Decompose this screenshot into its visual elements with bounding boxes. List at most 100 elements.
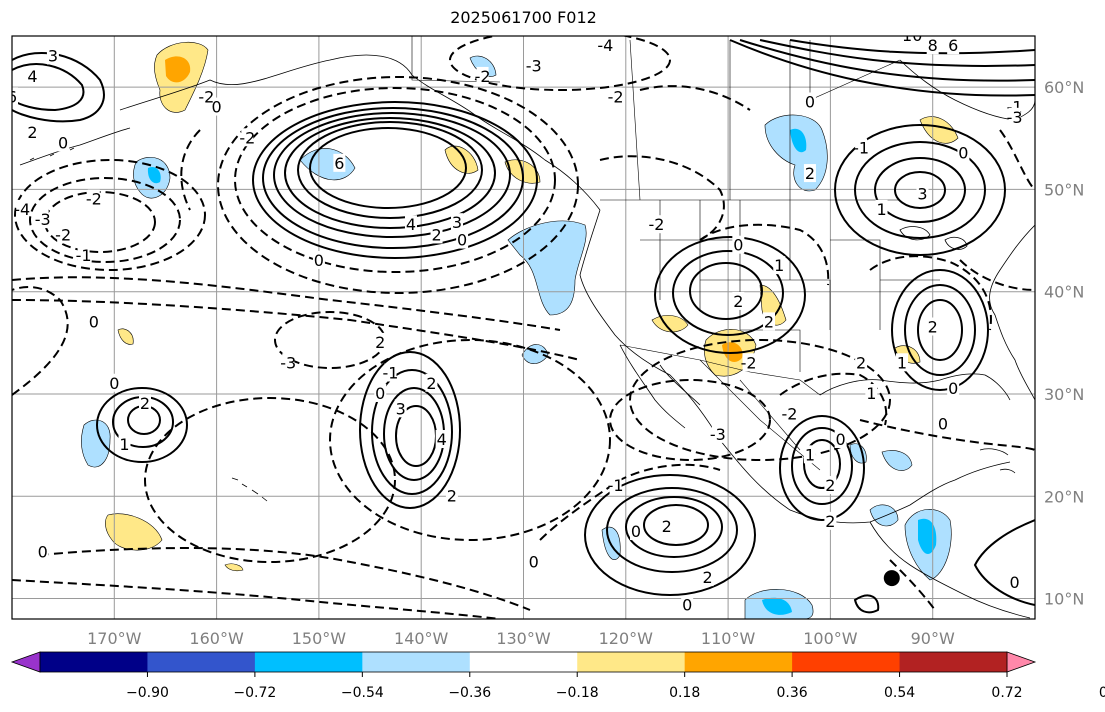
lon-tick-label: 90°W — [911, 629, 955, 648]
contour-label-bg — [630, 522, 643, 541]
contour — [329, 339, 611, 541]
contour-label: 1 — [805, 445, 815, 464]
contour — [12, 579, 501, 619]
contour-label-bg — [711, 424, 724, 443]
colorbar-segment — [147, 652, 256, 672]
map-gridlines — [12, 36, 1035, 619]
contour — [643, 504, 709, 546]
contour-label-bg — [374, 383, 387, 402]
contour-label-bg — [1008, 107, 1021, 126]
contour-label-bg — [732, 235, 745, 254]
contour — [29, 177, 181, 263]
contour — [859, 419, 1035, 451]
colorbar-tick-label: −0.18 — [556, 685, 599, 701]
contour-label-bg — [681, 595, 694, 614]
contour — [739, 39, 1035, 82]
contour — [729, 39, 1035, 97]
contour-label: 2 — [447, 486, 457, 505]
contour-label: 1 — [774, 256, 784, 275]
lon-tick-label: 150°W — [292, 629, 347, 648]
coast-east — [989, 224, 1035, 401]
contour-label: 6 — [948, 36, 958, 55]
contour — [297, 121, 483, 219]
contour-label: 0 — [457, 231, 467, 250]
colorbar-tick-label: 0.36 — [777, 685, 808, 701]
colorbar-segment — [469, 652, 578, 672]
contour — [625, 496, 723, 558]
contour-label-bg — [906, 36, 919, 44]
contour-label: 1 — [876, 200, 886, 219]
contour-label: 2 — [703, 568, 713, 587]
contour-label: -2 — [239, 128, 255, 147]
contour — [609, 379, 771, 461]
lat-tick-label: 30°N — [1044, 385, 1084, 404]
colorbar-tick-label: 0.72 — [991, 685, 1022, 701]
political-borders — [411, 36, 940, 471]
colorbar-segment — [792, 652, 901, 672]
coast-baja — [619, 344, 701, 429]
contour — [834, 124, 1006, 256]
patch-blue-dark — [147, 166, 161, 184]
contour-label-bg — [87, 189, 100, 208]
lon-tick-label: 140°W — [394, 629, 449, 648]
patch-yellow — [919, 116, 959, 144]
contour-label: 2 — [426, 374, 436, 393]
colorbar-segment — [40, 652, 148, 672]
contour-label: 6 — [334, 154, 344, 173]
coast-hudson — [899, 59, 1035, 121]
patch-yellow — [444, 145, 479, 174]
contour-label: -2 — [649, 215, 665, 234]
lon-tick-label: 170°W — [87, 629, 142, 648]
contour — [273, 112, 511, 238]
contour — [606, 487, 738, 573]
contour-label: -2 — [55, 225, 71, 244]
colorbar-segment — [577, 652, 686, 672]
coast-west-us — [579, 209, 1011, 524]
contour-label: -4 — [14, 200, 30, 219]
contour-label: 3 — [917, 185, 927, 204]
contour — [39, 547, 531, 611]
contour-label: 0 — [938, 415, 948, 434]
colorbar-tick-label: 0.54 — [884, 685, 915, 701]
contour-label-bg — [394, 399, 407, 418]
colorbar-tick-label: −0.72 — [233, 685, 276, 701]
contour-label: -2 — [741, 353, 757, 372]
contour — [779, 415, 865, 521]
contour — [180, 129, 201, 211]
contour-label: 0 — [58, 133, 68, 152]
colorbar-outline — [39, 651, 1008, 673]
contour-label: -1 — [853, 139, 869, 158]
contour-label-bg — [476, 66, 489, 85]
contour-label-bg — [46, 46, 59, 65]
contour-label: 0 — [733, 236, 743, 255]
contour-label-bg — [1008, 573, 1021, 592]
contour — [629, 339, 891, 461]
contour-label-bg — [384, 363, 397, 382]
colorbar-segment — [899, 652, 1008, 672]
contour-label-bg — [210, 97, 223, 116]
contours-dashed — [12, 36, 1035, 619]
contour-label-bg — [609, 476, 622, 495]
contour-label: 0 — [948, 379, 958, 398]
contour — [672, 250, 784, 336]
colorbar-extend-max — [1006, 651, 1037, 673]
longitude-ticks: 170°W 160°W 150°W 140°W 130°W 120°W 110°W 100°W… — [87, 629, 955, 648]
contour-label: 4 — [406, 215, 416, 234]
contour — [234, 87, 556, 273]
latitude-ticks: 10°N 20°N 30°N 40°N 50°N 60°N — [1044, 78, 1084, 608]
contour-label-bg — [312, 251, 325, 270]
colorbar-extend-min — [10, 651, 41, 673]
contour — [12, 276, 561, 331]
contour-label-bg — [763, 312, 776, 331]
contour — [999, 129, 1035, 191]
contour-label-bg — [57, 225, 70, 244]
contour-label-bg — [916, 184, 929, 203]
contour-label-bg — [404, 215, 417, 234]
contour — [874, 157, 966, 223]
lat-tick-label: 60°N — [1044, 78, 1084, 97]
contour — [96, 387, 188, 463]
lat-tick-label: 10°N — [1044, 590, 1084, 609]
lon-tick-label: 160°W — [189, 629, 244, 648]
contour-label-bg — [445, 486, 458, 505]
